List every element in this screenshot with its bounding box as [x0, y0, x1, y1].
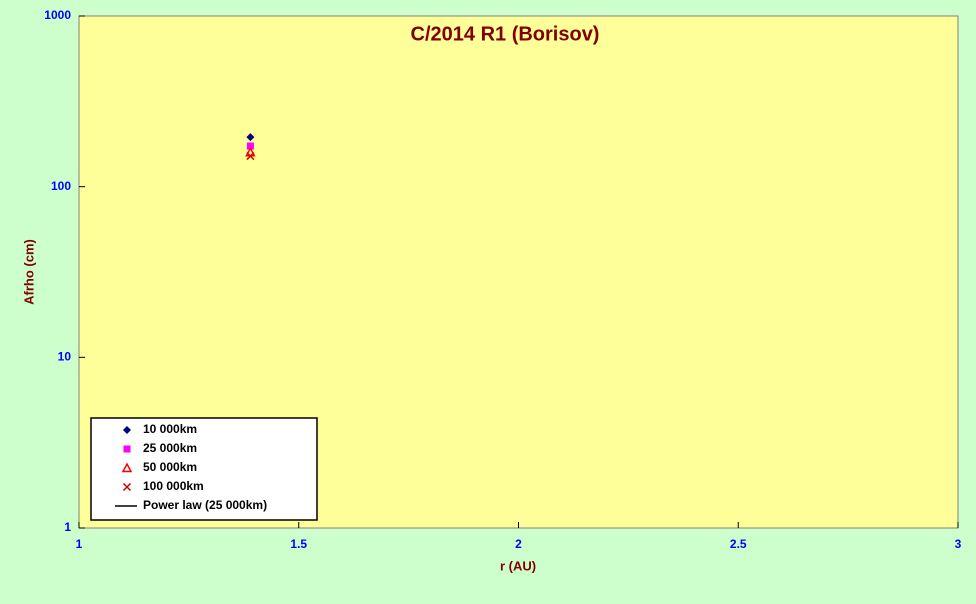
marker-x [122, 482, 132, 492]
marker-square [246, 142, 254, 150]
marker-triangle [121, 462, 133, 473]
y-tick-label: 100 [51, 179, 71, 193]
x-axis-label: r (AU) [500, 558, 536, 573]
chart-title: C/2014 R1 (Borisov) [411, 23, 600, 45]
legend-box [90, 417, 318, 521]
y-tick-label: 1 [64, 520, 71, 534]
y-tick-label: 10 [58, 350, 72, 364]
legend-label: 25 000km [143, 441, 197, 455]
legend-label: 100 000km [143, 479, 204, 493]
marker-x [246, 152, 255, 161]
legend-label: 10 000km [143, 422, 197, 436]
x-tick-label: 2.5 [730, 537, 747, 551]
legend-label: Power law (25 000km) [143, 498, 267, 512]
legend-label: 50 000km [143, 460, 197, 474]
marker-diamond [246, 133, 255, 142]
x-tick-label: 1.5 [290, 537, 307, 551]
y-axis-label: Afrho (cm) [21, 239, 36, 305]
x-tick-label: 2 [515, 537, 522, 551]
x-tick-label: 1 [76, 537, 83, 551]
x-tick-label: 3 [955, 537, 962, 551]
marker-diamond [123, 426, 131, 434]
marker-square [123, 445, 131, 453]
y-tick-label: 1000 [44, 8, 71, 22]
